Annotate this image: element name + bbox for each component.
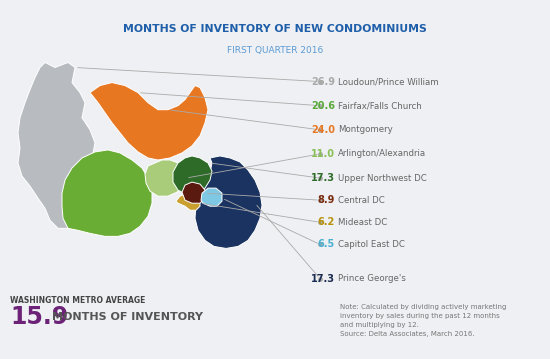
Text: MONTHS OF INVENTORY OF NEW CONDOMINIUMS: MONTHS OF INVENTORY OF NEW CONDOMINIUMS (123, 24, 427, 33)
Text: WASHINGTON METRO AVERAGE: WASHINGTON METRO AVERAGE (10, 296, 145, 305)
Polygon shape (62, 150, 152, 236)
Text: Fairfax/Falls Church: Fairfax/Falls Church (338, 101, 422, 110)
Text: Prince George's: Prince George's (338, 274, 406, 283)
Text: FIRST QUARTER 2016: FIRST QUARTER 2016 (227, 46, 323, 55)
Polygon shape (176, 193, 200, 210)
Polygon shape (182, 182, 205, 203)
Text: 17.3: 17.3 (311, 173, 335, 183)
Polygon shape (90, 83, 208, 160)
Polygon shape (173, 156, 212, 194)
Text: Capitol East DC: Capitol East DC (338, 240, 405, 249)
Text: Montgomery: Montgomery (338, 125, 393, 134)
Text: Loudoun/Prince William: Loudoun/Prince William (338, 77, 439, 86)
Text: 20.6: 20.6 (311, 101, 335, 111)
Text: 11.0: 11.0 (311, 149, 335, 159)
Polygon shape (145, 160, 186, 196)
Text: 6.2: 6.2 (318, 217, 335, 227)
Text: 17.3: 17.3 (311, 274, 335, 284)
Text: 26.9: 26.9 (311, 76, 335, 87)
Text: 24.0: 24.0 (311, 125, 335, 135)
Text: Note: Calculated by dividing actively marketing
inventory by sales during the pa: Note: Calculated by dividing actively ma… (340, 304, 507, 337)
Text: 8.9: 8.9 (318, 195, 335, 205)
Text: 6.5: 6.5 (318, 239, 335, 250)
Polygon shape (201, 188, 222, 206)
Text: Upper Northwest DC: Upper Northwest DC (338, 173, 427, 183)
Text: Arlington/Alexandria: Arlington/Alexandria (338, 149, 426, 158)
Polygon shape (18, 62, 95, 228)
Text: MONTHS OF INVENTORY: MONTHS OF INVENTORY (52, 312, 203, 322)
Polygon shape (195, 156, 262, 248)
Text: Mideast DC: Mideast DC (338, 218, 387, 227)
Text: Central DC: Central DC (338, 196, 385, 205)
Text: 15.9: 15.9 (10, 305, 68, 329)
